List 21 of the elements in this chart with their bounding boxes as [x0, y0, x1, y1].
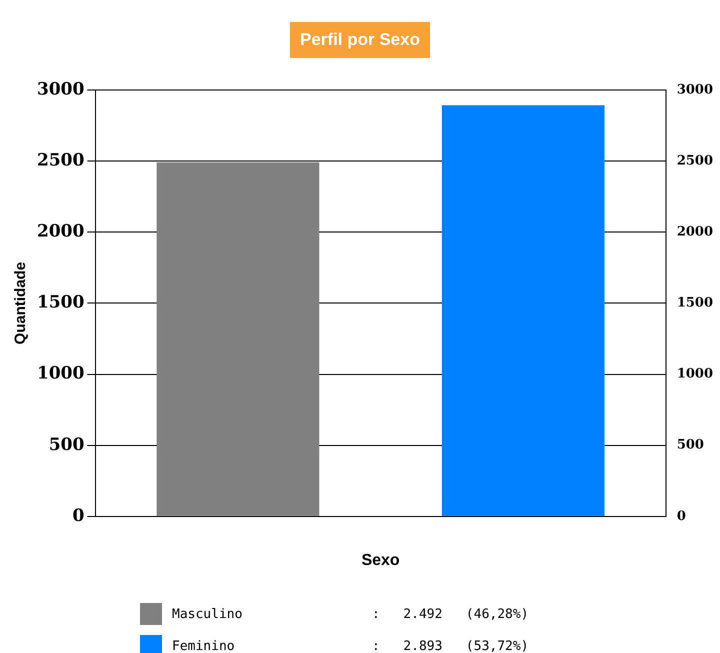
y-tick-label: 1500	[36, 292, 84, 313]
y2-tick-label: 0	[676, 508, 686, 524]
y2-tick-label: 2000	[676, 224, 714, 240]
y-tick-label: 2500	[36, 150, 84, 170]
y-axis-title: Quantidade	[12, 262, 30, 344]
y2-tick-label: 1500	[676, 296, 714, 311]
text: : 2.492 (46,28%)	[372, 606, 529, 622]
x-axis-title: Sexo	[361, 552, 400, 569]
y-tick-label: 500	[48, 434, 84, 455]
y2-tick-label: 3000	[676, 82, 714, 98]
legend-label: Masculino	[172, 606, 244, 622]
chart-title: Perfil por Sexo	[290, 22, 430, 58]
y-tick-label: 3000	[36, 79, 84, 100]
y-tick-label: 0	[72, 506, 84, 526]
text: : 2.893 (53,72%)	[372, 638, 529, 653]
y2-tick-label: 1000	[676, 366, 714, 382]
legend-label: Feminino	[172, 638, 236, 653]
y2-tick-label: 500	[676, 438, 704, 453]
y2-tick-label: 2500	[676, 153, 714, 168]
y-tick-label: 2000	[36, 222, 84, 242]
y-tick-label: 1000	[36, 364, 84, 384]
